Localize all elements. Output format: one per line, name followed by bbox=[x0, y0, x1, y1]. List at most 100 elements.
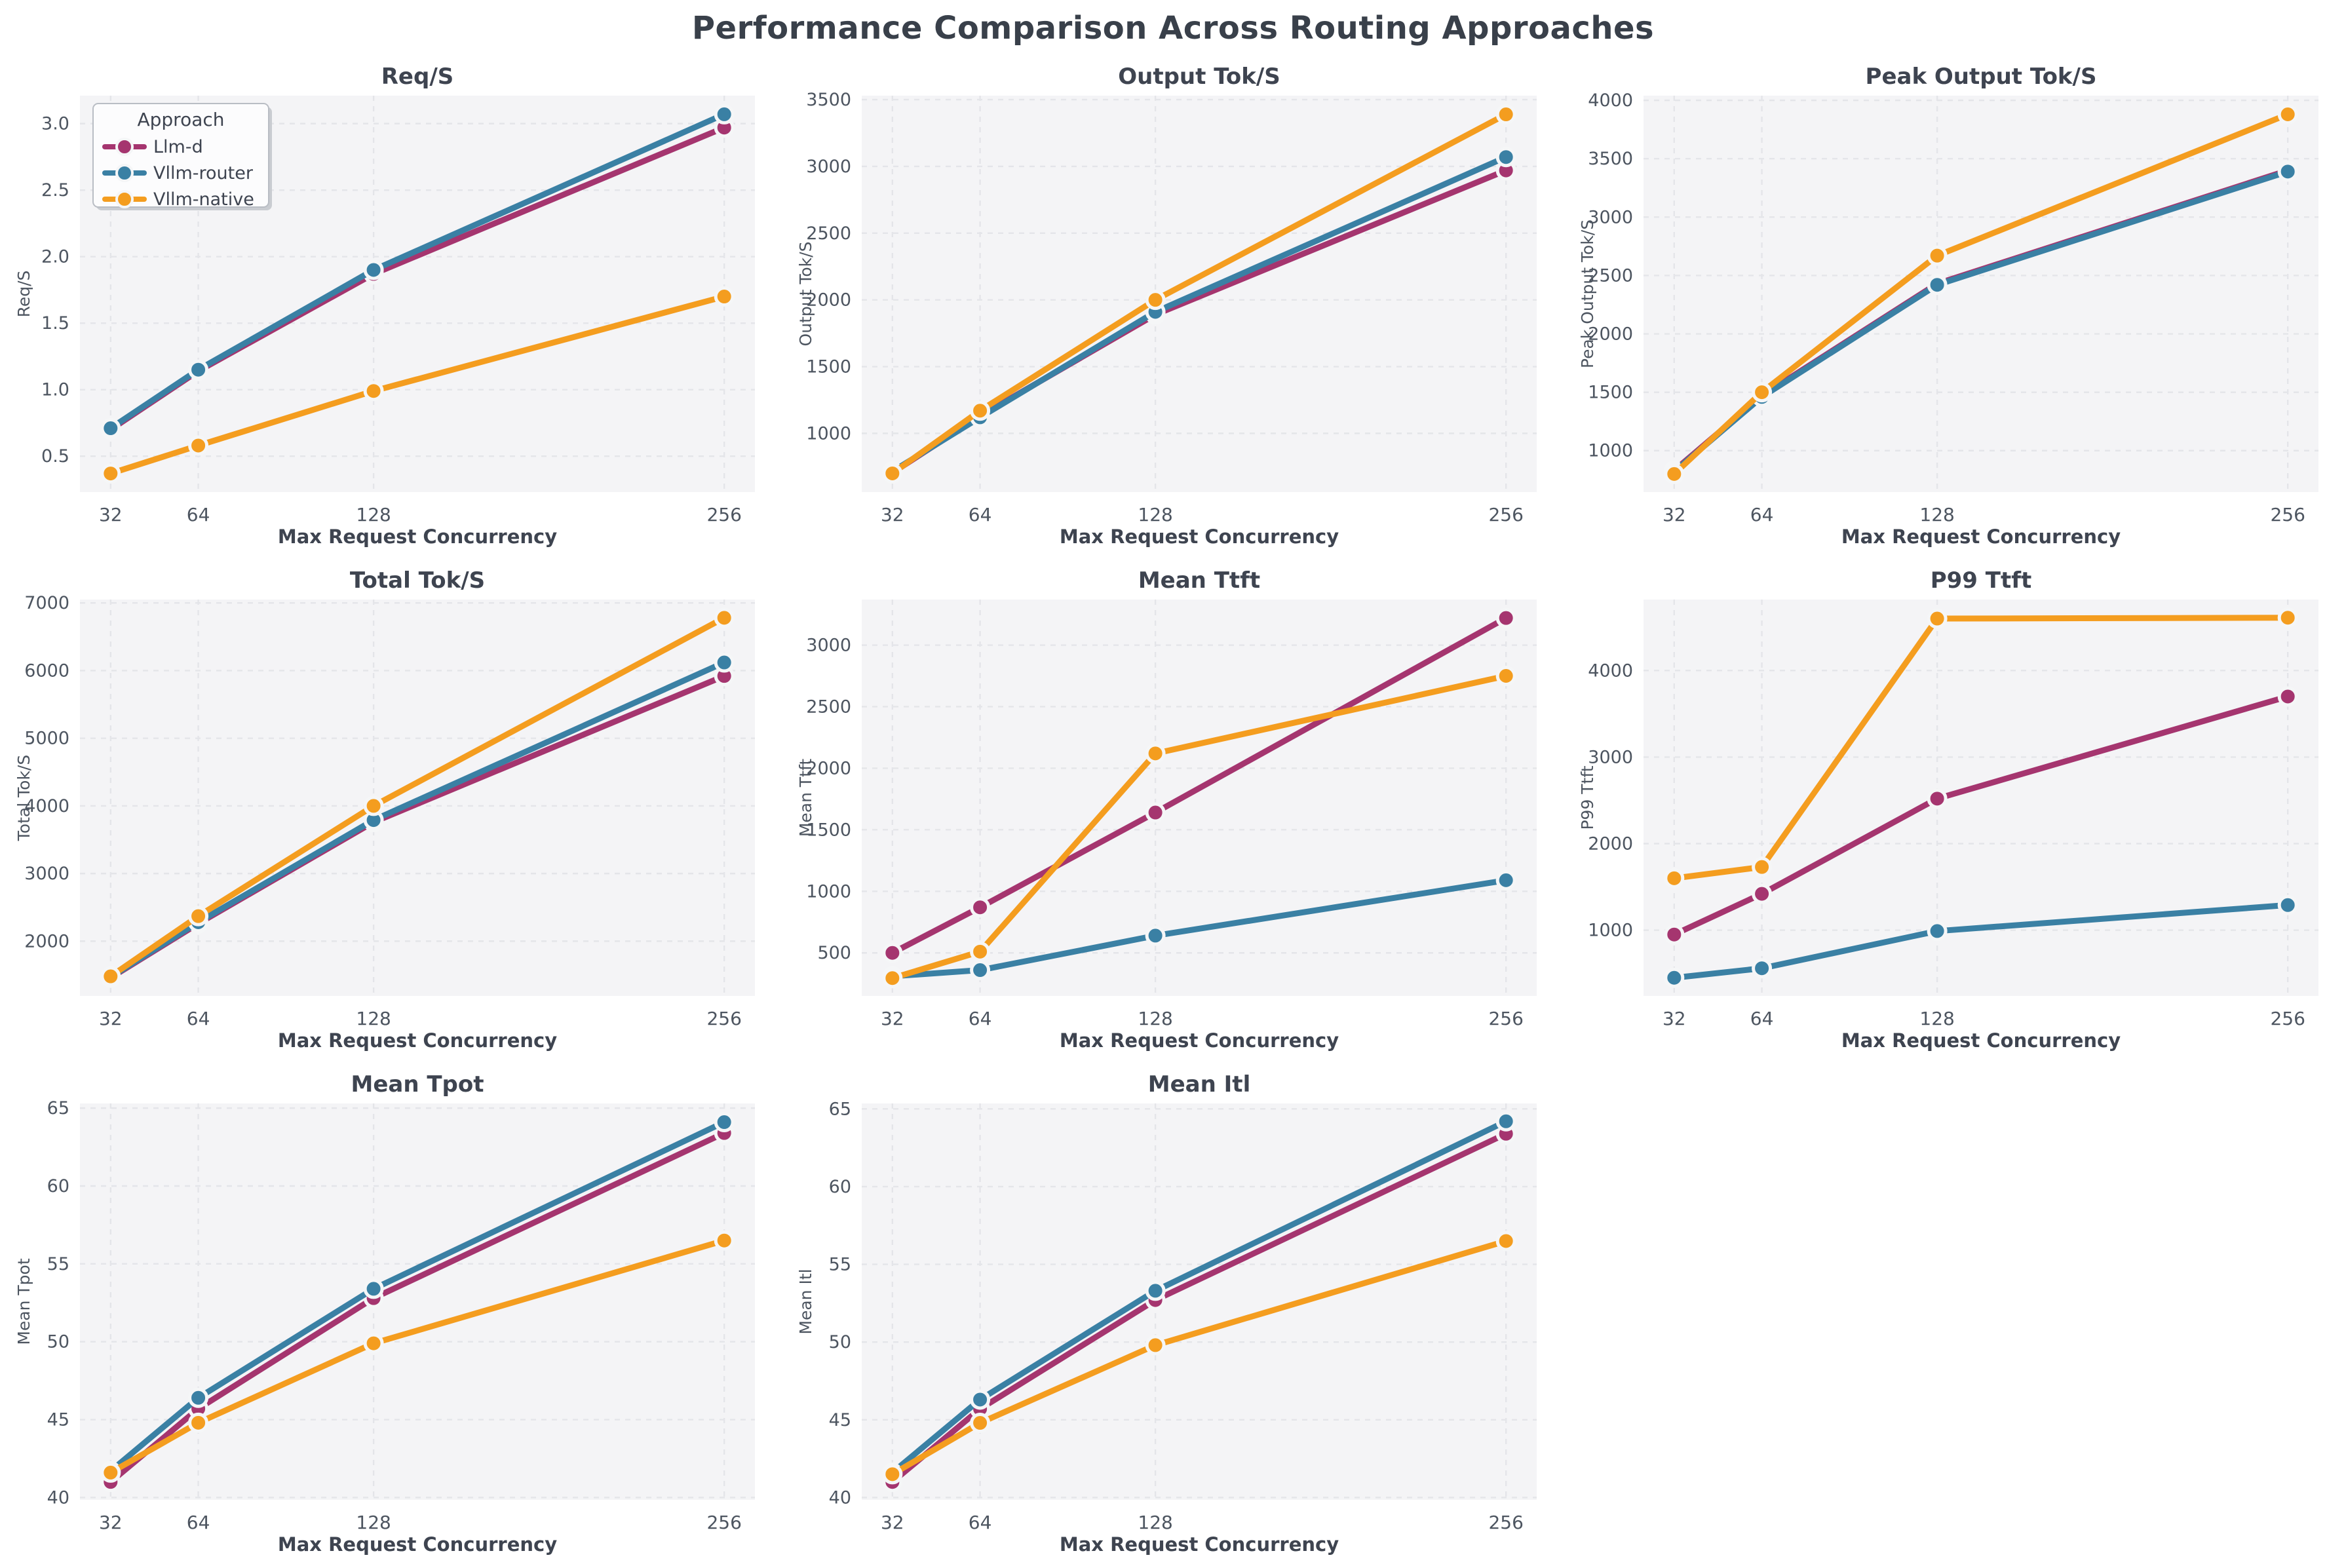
svg-text:3000: 3000 bbox=[1588, 747, 1633, 767]
svg-text:32: 32 bbox=[98, 1512, 122, 1533]
svg-text:128: 128 bbox=[1919, 504, 1954, 526]
svg-text:256: 256 bbox=[2270, 1008, 2305, 1029]
svg-text:40: 40 bbox=[47, 1487, 69, 1508]
svg-text:2.5: 2.5 bbox=[41, 180, 69, 201]
svg-text:Max Request Concurrency: Max Request Concurrency bbox=[1841, 526, 2120, 548]
svg-text:64: 64 bbox=[186, 504, 210, 526]
svg-text:256: 256 bbox=[1488, 1008, 1523, 1029]
chart-req-s-svg: 0.5 1.0 1.5 2.0 2.5 3.0 32 64 128 256 Req/S Max Req… bbox=[14, 64, 755, 548]
svg-text:Approach: Approach bbox=[137, 109, 224, 130]
svg-text:50: 50 bbox=[47, 1332, 69, 1352]
svg-text:P99 Ttft: P99 Ttft bbox=[1578, 765, 1597, 830]
svg-text:128: 128 bbox=[1138, 1512, 1172, 1533]
svg-text:3000: 3000 bbox=[806, 157, 851, 177]
svg-text:32: 32 bbox=[880, 504, 904, 526]
svg-text:128: 128 bbox=[356, 1008, 391, 1029]
chart-peak-output-tok-s: 1000 1500 2000 2500 3000 3500 4000 32 64 128 256 Pe… bbox=[1564, 56, 2345, 560]
svg-text:60: 60 bbox=[828, 1177, 851, 1197]
svg-text:Max Request Concurrency: Max Request Concurrency bbox=[277, 526, 556, 548]
svg-text:55: 55 bbox=[828, 1255, 851, 1275]
svg-text:Req/S: Req/S bbox=[381, 64, 453, 90]
svg-text:Max Request Concurrency: Max Request Concurrency bbox=[277, 1533, 556, 1556]
svg-text:7000: 7000 bbox=[24, 593, 69, 613]
svg-text:2500: 2500 bbox=[806, 223, 851, 244]
chart-grid: 0.5 1.0 1.5 2.0 2.5 3.0 32 64 128 256 Req/S Max Req… bbox=[0, 56, 2346, 1568]
svg-text:Vllm-router: Vllm-router bbox=[153, 163, 254, 183]
svg-text:Max Request Concurrency: Max Request Concurrency bbox=[1841, 1029, 2120, 1052]
svg-text:32: 32 bbox=[98, 504, 122, 526]
svg-text:40: 40 bbox=[828, 1487, 851, 1508]
svg-text:2000: 2000 bbox=[806, 290, 851, 311]
svg-text:3000: 3000 bbox=[1588, 207, 1633, 227]
svg-text:32: 32 bbox=[880, 1008, 904, 1029]
svg-text:Max Request Concurrency: Max Request Concurrency bbox=[1059, 1533, 1338, 1556]
empty-grid-cell bbox=[1564, 1064, 2324, 1552]
svg-text:2000: 2000 bbox=[24, 931, 69, 951]
svg-text:64: 64 bbox=[968, 504, 991, 526]
svg-text:1000: 1000 bbox=[806, 881, 851, 902]
svg-text:128: 128 bbox=[1138, 504, 1172, 526]
svg-text:128: 128 bbox=[356, 1512, 391, 1533]
chart-output-tok-s-svg: 1000 1500 2000 2500 3000 3500 32 64 128 256 Output… bbox=[796, 64, 1537, 548]
svg-text:P99 Ttft: P99 Ttft bbox=[1930, 568, 2031, 594]
chart-mean-tpot: 40 45 50 55 60 65 32 64 128 256 Mean Tpot Max Reque… bbox=[0, 1064, 782, 1568]
svg-text:1500: 1500 bbox=[806, 357, 851, 377]
svg-text:60: 60 bbox=[47, 1176, 69, 1196]
chart-p99-ttft: 1000 2000 3000 4000 32 64 128 256 P99 Ttft Max Re… bbox=[1564, 560, 2345, 1064]
chart-total-tok-s: 2000 3000 4000 5000 6000 7000 32 64 128 256 Total … bbox=[0, 560, 782, 1064]
svg-text:3.0: 3.0 bbox=[41, 114, 69, 134]
svg-text:Req/S: Req/S bbox=[14, 271, 33, 318]
svg-text:3000: 3000 bbox=[806, 636, 851, 656]
svg-text:55: 55 bbox=[47, 1254, 69, 1274]
svg-text:65: 65 bbox=[47, 1098, 69, 1119]
svg-text:Mean Tpot: Mean Tpot bbox=[14, 1258, 33, 1345]
chart-mean-ttft-svg: 500 1000 1500 2000 2500 3000 32 64 128 256 Mean Tt… bbox=[796, 568, 1537, 1052]
svg-text:2000: 2000 bbox=[806, 758, 851, 778]
svg-text:Mean Ttft: Mean Ttft bbox=[796, 759, 815, 837]
svg-text:Max Request Concurrency: Max Request Concurrency bbox=[1059, 1029, 1338, 1052]
svg-text:Mean Ttft: Mean Ttft bbox=[1138, 568, 1260, 594]
svg-text:256: 256 bbox=[706, 1008, 741, 1029]
svg-text:1500: 1500 bbox=[806, 820, 851, 840]
svg-text:1000: 1000 bbox=[806, 423, 851, 444]
svg-text:128: 128 bbox=[1919, 1008, 1954, 1029]
svg-text:2500: 2500 bbox=[806, 697, 851, 717]
svg-text:4000: 4000 bbox=[24, 796, 69, 816]
chart-mean-itl: 40 45 50 55 60 65 32 64 128 256 Mean Itl Max Reques… bbox=[782, 1064, 1564, 1568]
svg-text:1.0: 1.0 bbox=[41, 380, 69, 400]
svg-text:4000: 4000 bbox=[1588, 90, 1633, 111]
svg-text:256: 256 bbox=[706, 504, 741, 526]
svg-text:3500: 3500 bbox=[806, 90, 851, 110]
svg-text:1500: 1500 bbox=[1588, 383, 1633, 403]
svg-text:1000: 1000 bbox=[1588, 441, 1633, 461]
svg-text:Output Tok/S: Output Tok/S bbox=[796, 242, 815, 347]
svg-text:45: 45 bbox=[828, 1410, 851, 1430]
svg-text:64: 64 bbox=[186, 1512, 210, 1533]
svg-text:64: 64 bbox=[968, 1512, 991, 1533]
svg-text:1.5: 1.5 bbox=[41, 313, 69, 334]
svg-text:45: 45 bbox=[47, 1410, 69, 1430]
svg-text:3000: 3000 bbox=[24, 864, 69, 884]
svg-text:5000: 5000 bbox=[24, 729, 69, 749]
svg-text:256: 256 bbox=[706, 1512, 741, 1533]
svg-text:Peak Output Tok/S: Peak Output Tok/S bbox=[1865, 64, 2096, 90]
svg-text:64: 64 bbox=[1750, 1008, 1773, 1029]
svg-text:Llm-d: Llm-d bbox=[153, 137, 203, 157]
chart-p99-ttft-svg: 1000 2000 3000 4000 32 64 128 256 P99 Ttft Max Re… bbox=[1578, 568, 2318, 1052]
svg-text:Mean Itl: Mean Itl bbox=[796, 1269, 815, 1334]
svg-text:Mean Itl: Mean Itl bbox=[1147, 1072, 1250, 1098]
chart-mean-itl-svg: 40 45 50 55 60 65 32 64 128 256 Mean Itl Max Reques… bbox=[796, 1072, 1537, 1556]
page-title: Performance Comparison Across Routing Ap… bbox=[691, 10, 1655, 47]
svg-text:Total Tok/S: Total Tok/S bbox=[14, 755, 33, 841]
svg-text:64: 64 bbox=[1750, 504, 1773, 526]
svg-text:128: 128 bbox=[1138, 1008, 1172, 1029]
svg-text:500: 500 bbox=[817, 943, 851, 963]
svg-text:32: 32 bbox=[1662, 1008, 1685, 1029]
svg-text:0.5: 0.5 bbox=[41, 446, 69, 467]
svg-text:65: 65 bbox=[828, 1099, 851, 1119]
svg-text:256: 256 bbox=[1488, 504, 1523, 526]
svg-text:32: 32 bbox=[880, 1512, 904, 1533]
svg-text:Output Tok/S: Output Tok/S bbox=[1118, 64, 1280, 90]
svg-text:4000: 4000 bbox=[1588, 660, 1633, 681]
